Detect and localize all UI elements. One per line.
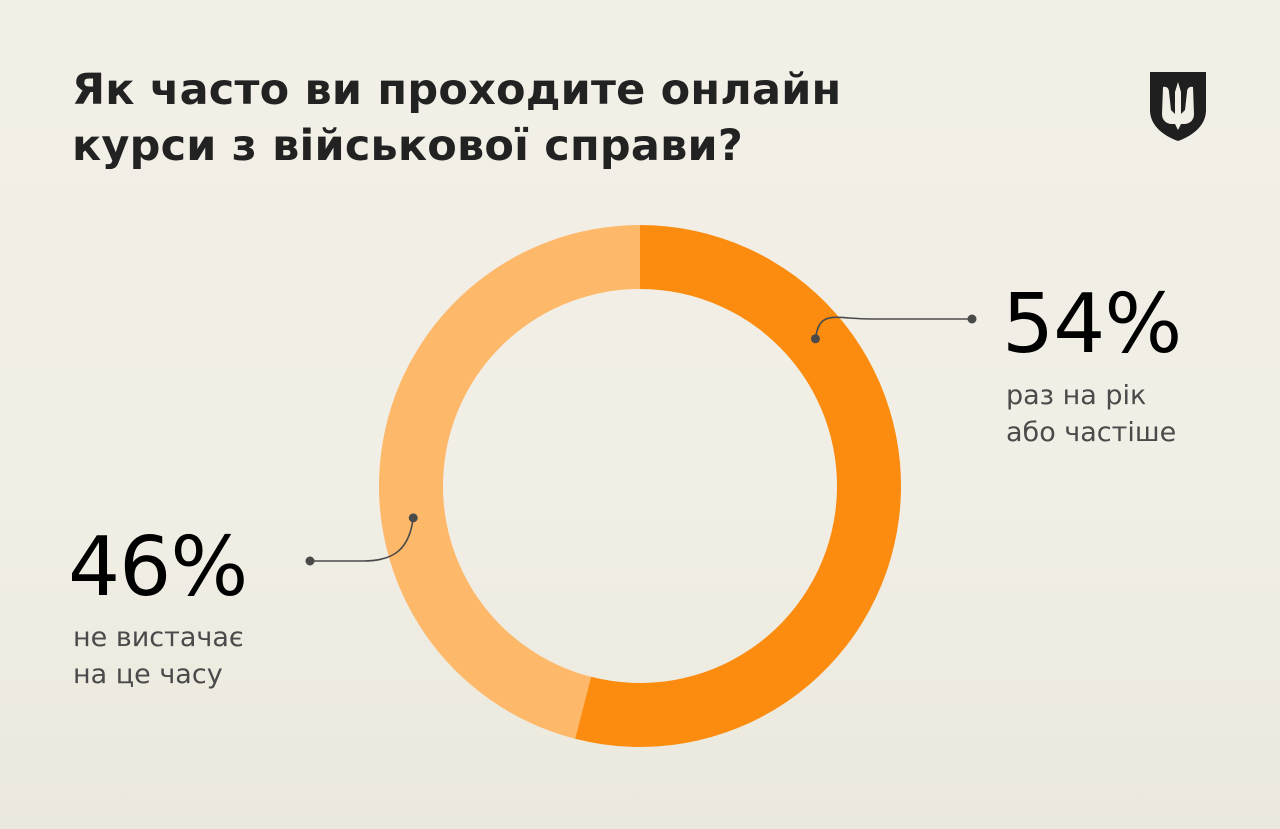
donut-slices: [378, 224, 901, 747]
slice-label-1: 54%: [1002, 277, 1181, 372]
slice-desc-line1-1: раз на рік: [1006, 380, 1146, 411]
leader-line-slice-2: [310, 517, 415, 562]
slice-desc-line2-2: на це часу: [73, 659, 223, 690]
donut-slice-2: [378, 224, 640, 739]
slice-desc-line2-1: або частіше: [1006, 417, 1176, 448]
donut-annotations: 54% раз на рік або частіше 46% не вистачає на…: [68, 277, 1182, 690]
chart-title: Як часто ви проходите онлайн курси з вій…: [72, 62, 972, 174]
donut-slice-1: [575, 225, 901, 747]
slice-desc-line1-2: не вистачає: [73, 622, 244, 653]
leader-line-slice-1: [814, 316, 972, 339]
trident-shield-icon: [1150, 72, 1206, 141]
chart-title-line-2: курси з військової справи?: [72, 121, 743, 171]
chart-title-line-1: Як часто ви проходите онлайн: [72, 65, 842, 115]
slice-label-2: 46%: [68, 520, 247, 615]
